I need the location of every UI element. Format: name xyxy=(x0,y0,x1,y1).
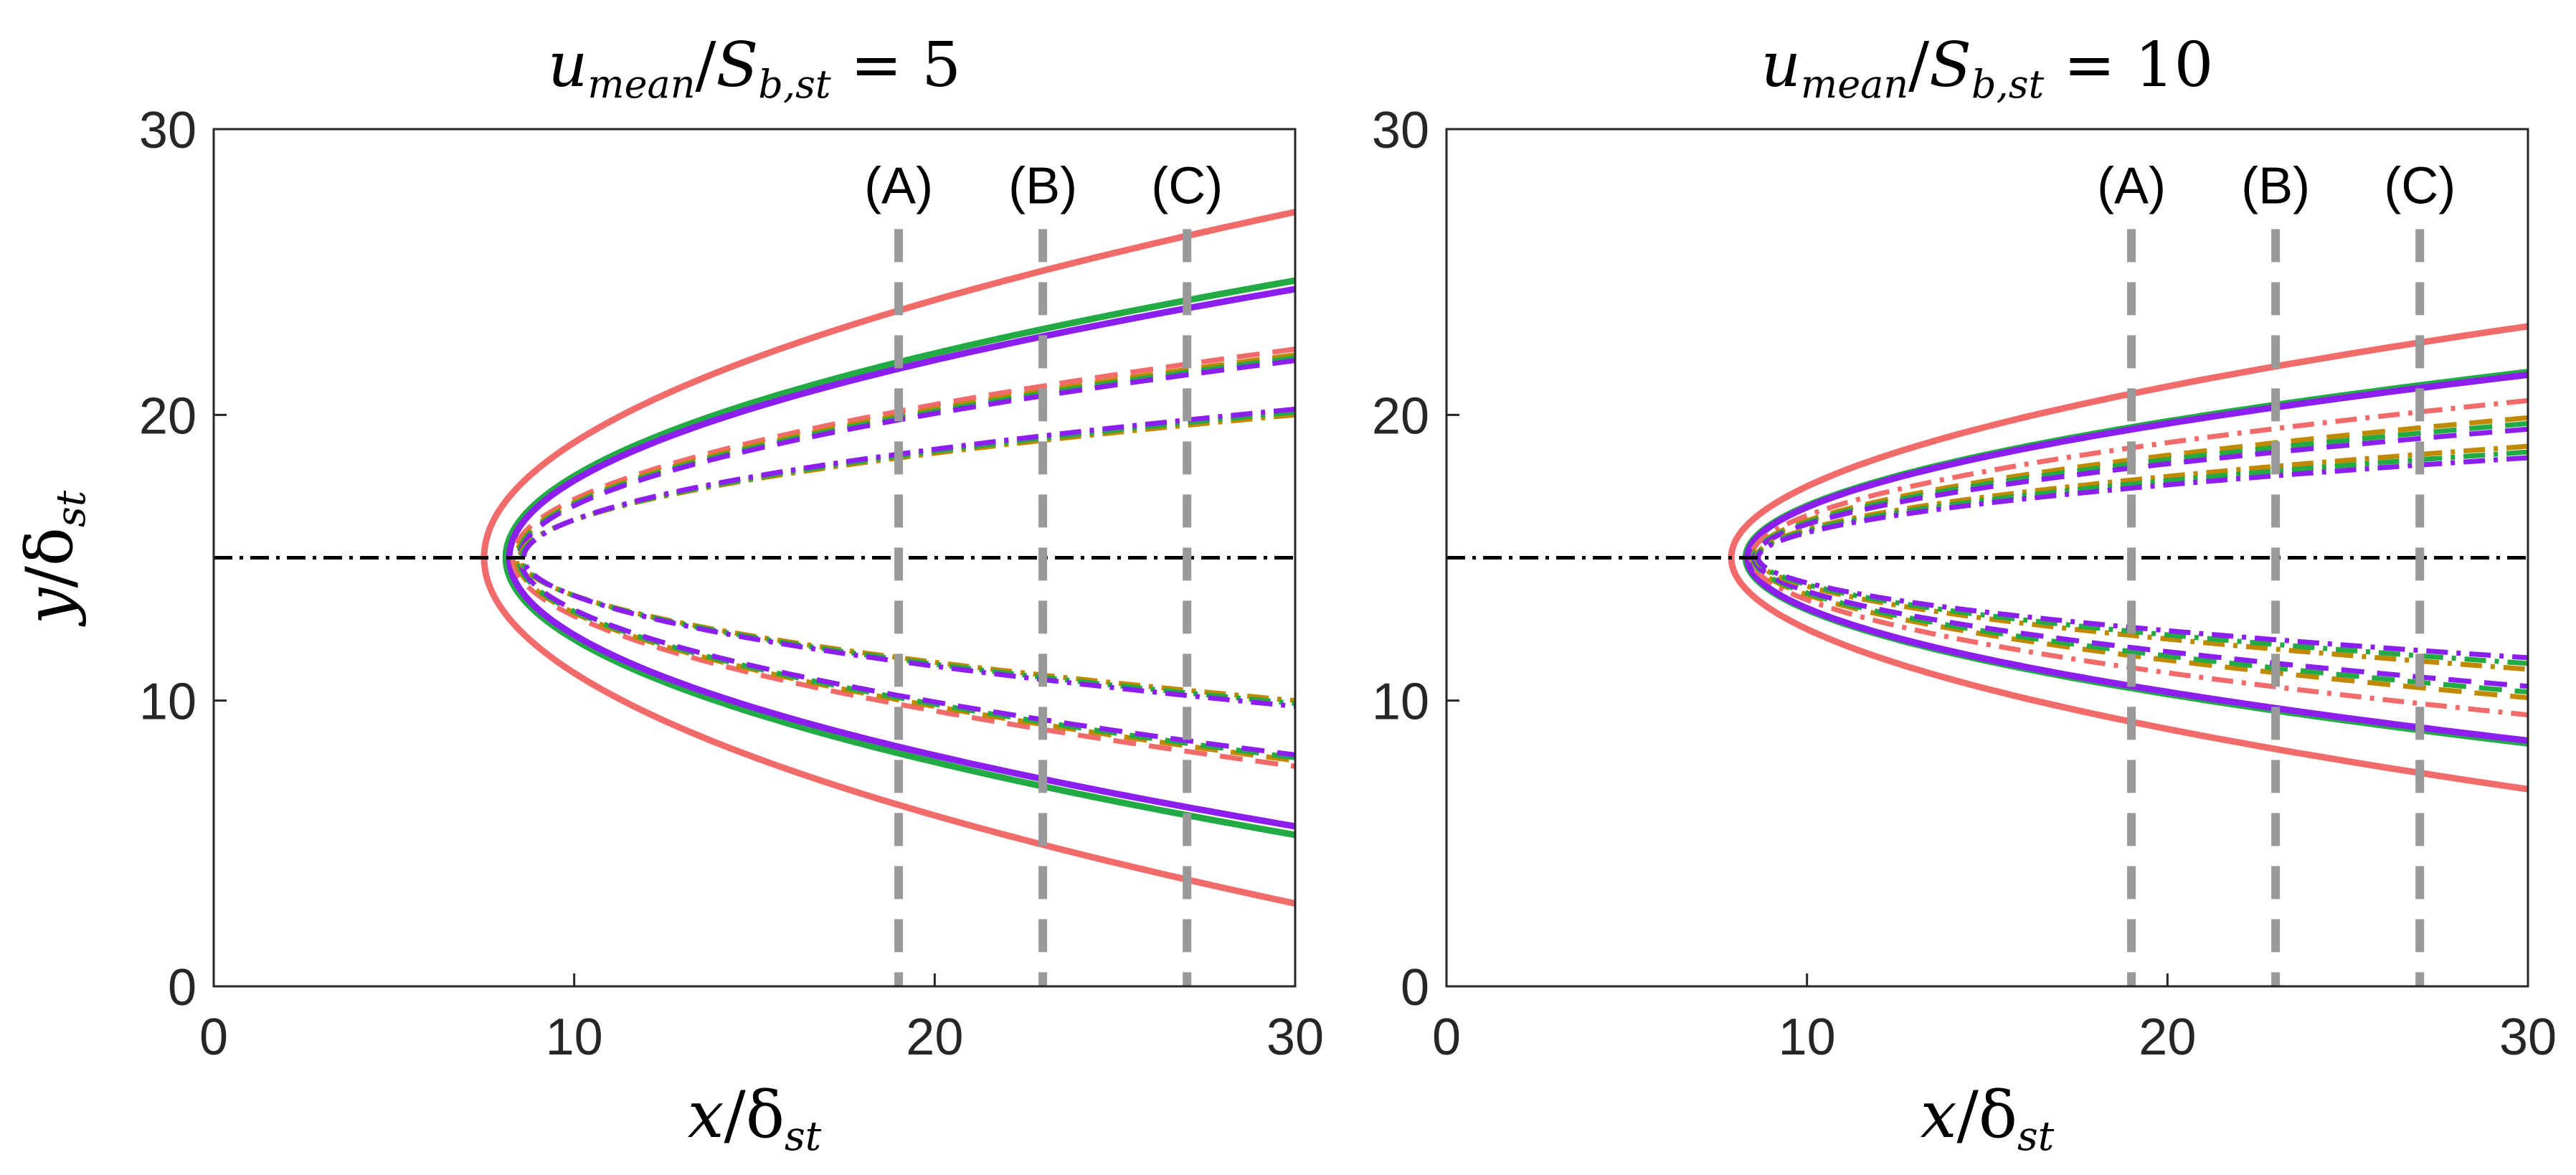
title-u-sub: mean xyxy=(587,62,695,107)
y-axis-label: y/δst xyxy=(12,490,95,627)
x-axis-label: x/δst xyxy=(1921,1077,2055,1160)
y-tick-label-30: 30 xyxy=(139,102,196,159)
plot-area xyxy=(214,209,1295,986)
title-s-sub: b,st xyxy=(758,62,830,107)
chart-panel-umean-5: umean/Sb,st = 5 (A) (B) (C) 0 10 xyxy=(12,29,1324,1160)
chart-panel-umean-10: umean/Sb,st = 10 (A) (B) (C) 0 10 xyxy=(1372,29,2557,1160)
title-s: S xyxy=(1929,29,1971,101)
title-s-sub: b,st xyxy=(1971,62,2044,107)
xlabel-delta: /δ xyxy=(1957,1077,2018,1153)
x-tick-label-0: 0 xyxy=(1432,1009,1461,1066)
x-axis-label: x/δst xyxy=(688,1077,822,1160)
xlabel-delta: /δ xyxy=(724,1077,785,1153)
chart-title: umean/Sb,st = 10 xyxy=(1761,29,2214,107)
y-tick-label-10: 10 xyxy=(139,674,196,731)
ylabel-delta: /δ xyxy=(12,527,87,588)
curve-dashed-violet xyxy=(517,358,1295,758)
y-tick-label-20: 20 xyxy=(139,387,196,445)
section-lines xyxy=(2127,229,2425,986)
y-tick-label-0: 0 xyxy=(1401,959,1429,1016)
x-tick-label-10: 10 xyxy=(1779,1009,1836,1066)
title-eq: = 5 xyxy=(831,29,961,101)
section-label-a: (A) xyxy=(864,158,933,215)
section-label-b: (B) xyxy=(1008,158,1077,215)
ylabel-sub: st xyxy=(48,490,95,527)
x-tick-label-30: 30 xyxy=(2499,1009,2557,1066)
section-label-c: (C) xyxy=(2384,158,2456,215)
title-u: u xyxy=(1761,29,1801,101)
y-tick-label-20: 20 xyxy=(1372,387,1429,445)
axes-box xyxy=(1445,128,2529,988)
x-tick-label-0: 0 xyxy=(199,1009,228,1066)
axes-box xyxy=(212,128,1297,988)
y-tick-label-0: 0 xyxy=(168,959,196,1016)
plot-area xyxy=(1446,229,2528,986)
section-label-b: (B) xyxy=(2241,158,2310,215)
x-tick-label-10: 10 xyxy=(546,1009,603,1066)
x-tick-label-20: 20 xyxy=(2139,1009,2196,1066)
curve-solid-green xyxy=(502,277,1295,839)
curve-dashdot-violet xyxy=(1756,455,2528,661)
title-u-sub: mean xyxy=(1801,62,1908,107)
section-label-a: (A) xyxy=(2097,158,2166,215)
title-slash: / xyxy=(1908,29,1929,101)
title-s: S xyxy=(716,29,758,101)
title-slash: / xyxy=(696,29,716,101)
chart-title: umean/Sb,st = 5 xyxy=(548,29,961,107)
curve-dashdot-violet xyxy=(521,406,1295,709)
section-label-c: (C) xyxy=(1151,158,1223,215)
xlabel-sub: st xyxy=(2017,1113,2055,1160)
x-tick-label-20: 20 xyxy=(906,1009,963,1066)
x-tick-label-30: 30 xyxy=(1266,1009,1324,1066)
xlabel-x: x xyxy=(1921,1077,1957,1153)
xlabel-x: x xyxy=(688,1077,724,1153)
y-tick-label-30: 30 xyxy=(1372,102,1429,159)
tick-marks xyxy=(212,128,1297,988)
title-eq: = 10 xyxy=(2044,29,2213,101)
section-lines xyxy=(894,229,1192,986)
ylabel-y: y xyxy=(12,587,87,627)
y-tick-label-10: 10 xyxy=(1372,674,1429,731)
curve-dashdot-salmon xyxy=(1748,397,2528,718)
tick-marks xyxy=(1445,128,2529,988)
xlabel-sub: st xyxy=(785,1113,822,1160)
title-u: u xyxy=(548,29,587,101)
